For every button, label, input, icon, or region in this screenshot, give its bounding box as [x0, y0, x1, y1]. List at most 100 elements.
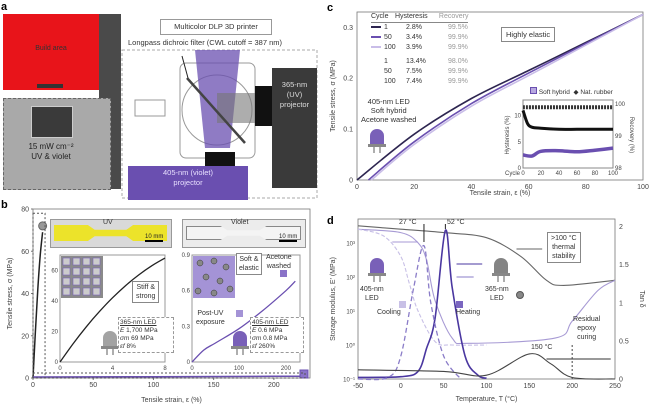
micrograph-particle: [202, 273, 210, 281]
x-tick-label: 60: [525, 184, 533, 191]
side-fitting: [134, 99, 166, 117]
y-tick-label-right: 2: [619, 224, 623, 231]
stiff-line1: Stiff &: [136, 284, 155, 291]
recovery-cell: 99.9%: [448, 68, 468, 75]
micrograph-particle: [222, 263, 230, 271]
micrograph-cell: [82, 257, 91, 266]
c-led-icon-bulb: [370, 129, 384, 144]
micrograph-particle: [196, 259, 204, 267]
cycle-cell: 1: [384, 24, 388, 31]
soft-line2: elastic: [239, 265, 259, 272]
x-tick-label: 40: [468, 184, 476, 191]
y-tick-label-right: 0.5: [619, 338, 629, 345]
soft-line1: Soft &: [239, 256, 259, 263]
series-cycle-100: [370, 13, 644, 181]
violet-proj-line1: 405-nm (violet): [162, 168, 214, 177]
micrograph-cell: [72, 267, 81, 276]
x-tick-label: -50: [353, 383, 363, 390]
series-365-tan: [357, 353, 616, 380]
cycle-cell: 100: [384, 78, 396, 85]
acetone-line1: Acetone: [266, 254, 292, 261]
micrograph-particle: [216, 277, 224, 285]
y-tick-label: 10³: [346, 241, 355, 247]
chart-d: -50 0 50 100 150 200 250 10⁻¹ 10⁰ 10¹ 10² 10³ 0 0.5 1 1…: [330, 218, 645, 403]
header-recovery: Recovery: [438, 13, 469, 20]
acetone-marker: [280, 270, 287, 277]
micrograph-particle: [194, 287, 202, 295]
inset-y-tick-right: 100: [615, 102, 626, 108]
y-tick-label: 0.3: [343, 25, 353, 32]
series-cycle-50: [367, 13, 644, 181]
micrograph-cell: [62, 257, 71, 266]
recovery-cell: 99.9%: [448, 78, 468, 85]
residual-line3: curing: [577, 334, 597, 341]
inset-x-tick: 80: [592, 171, 599, 177]
setup-title-box: Multicolor DLP 3D printer: [160, 19, 272, 35]
annot-27c: 27 °C: [399, 219, 417, 226]
filter-pointer: [181, 55, 189, 79]
y-axis-title: Storage modulus, E′ (MPa): [330, 257, 337, 341]
inset-x-tick: 0: [521, 171, 525, 177]
y-tick-label: 10²: [346, 275, 355, 281]
y-tick-label: 80: [21, 207, 29, 214]
micrograph-cell: [72, 257, 81, 266]
table-header: Cycle Hysteresis Recovery: [371, 12, 469, 23]
panel-a: a Build area 15 mW cm⁻² UV & violet Mult…: [0, 0, 325, 200]
panel-c: c 0 20 40 60 80 100 0 0.1 0.2 0.3 Tensile strain, …: [325, 0, 650, 197]
panel-d-label: d: [327, 215, 334, 227]
highly-elastic-box: Highly elastic: [501, 27, 556, 42]
x-tick-label: 150: [208, 382, 220, 389]
series-405-tan-cooling: [357, 245, 462, 381]
header-cycle: Cycle: [371, 13, 389, 20]
uv-sample-photo: UV 10 mm: [50, 219, 172, 248]
cycle-cell: 50: [384, 68, 392, 75]
d-violet-led-icon-bulb: [370, 258, 384, 273]
x-tick-label: 100: [148, 382, 160, 389]
inset-x-tick: 100: [608, 171, 619, 177]
micrograph-cell: [62, 267, 71, 276]
d-uv-line1: 365-nm: [485, 286, 509, 293]
soft-table-row: 1 2.8% 99.5%: [371, 23, 468, 33]
y-tick-label: 0.2: [343, 76, 353, 83]
thermal-line1: >100 °C: [551, 235, 577, 242]
x-tick-label: 150: [523, 383, 535, 390]
inset-x-tick: 40: [556, 171, 563, 177]
inset-soft-hysteresis: [522, 146, 614, 158]
x-tick-label: 50: [89, 382, 97, 389]
y-axis-title: Tensile stress, σ (MPa): [330, 60, 337, 132]
hysteresis-cell: 3.9%: [406, 44, 422, 51]
uv-proj-line3: projector: [279, 100, 310, 109]
x-tick-label: 100: [637, 184, 649, 191]
plot-frame: [356, 11, 644, 181]
residual-line1: Residual: [573, 316, 601, 323]
series-cycle-1: [356, 13, 644, 181]
soft-elastic-box: Soft & elastic: [236, 253, 262, 275]
c-led-icon-base: [368, 144, 386, 147]
uv-dogbone: [54, 225, 167, 241]
intensity-text: 15 mW cm⁻²: [28, 142, 74, 151]
micrograph-particle: [226, 285, 234, 293]
filter-label: Longpass dichroic filter (CWL cutoff = 3…: [128, 38, 282, 47]
post-uv-line2: exposure: [196, 319, 225, 326]
x-tick-label: 80: [582, 184, 590, 191]
acetone-label: Acetone washed: [266, 253, 292, 271]
violet-inset-y-tick: 0.6: [182, 289, 191, 295]
d-violet-line2: LED: [365, 295, 379, 302]
c-led-line3: Acetone washed: [361, 115, 417, 124]
uv-photo-label: UV: [103, 219, 113, 226]
stiff-strong-box: Stiff & strong: [132, 281, 160, 303]
thermal-line2: thermal: [552, 244, 576, 251]
rubber-table-row: 1 13.4% 98.0%: [371, 57, 468, 67]
thermal-line3: stability: [552, 253, 576, 260]
x-tick-label: 200: [268, 382, 280, 389]
violet-inset-x-tick: 200: [281, 366, 292, 372]
violet-led-title: 405-nm LED: [252, 319, 289, 326]
printer-photo: Build area 15 mW cm⁻² UV & violet: [3, 14, 121, 190]
inset-rubber-hysteresis: [521, 109, 613, 131]
inset-y-tick-left: 10: [514, 114, 521, 120]
micrograph-cell: [72, 287, 81, 296]
x-axis-title: Tensile strain, ε (%): [470, 190, 531, 197]
violet-inset-series: [191, 280, 296, 363]
d-violet-led-label: 405-nm LED: [360, 285, 384, 303]
inset-x-tick: 20: [538, 171, 545, 177]
